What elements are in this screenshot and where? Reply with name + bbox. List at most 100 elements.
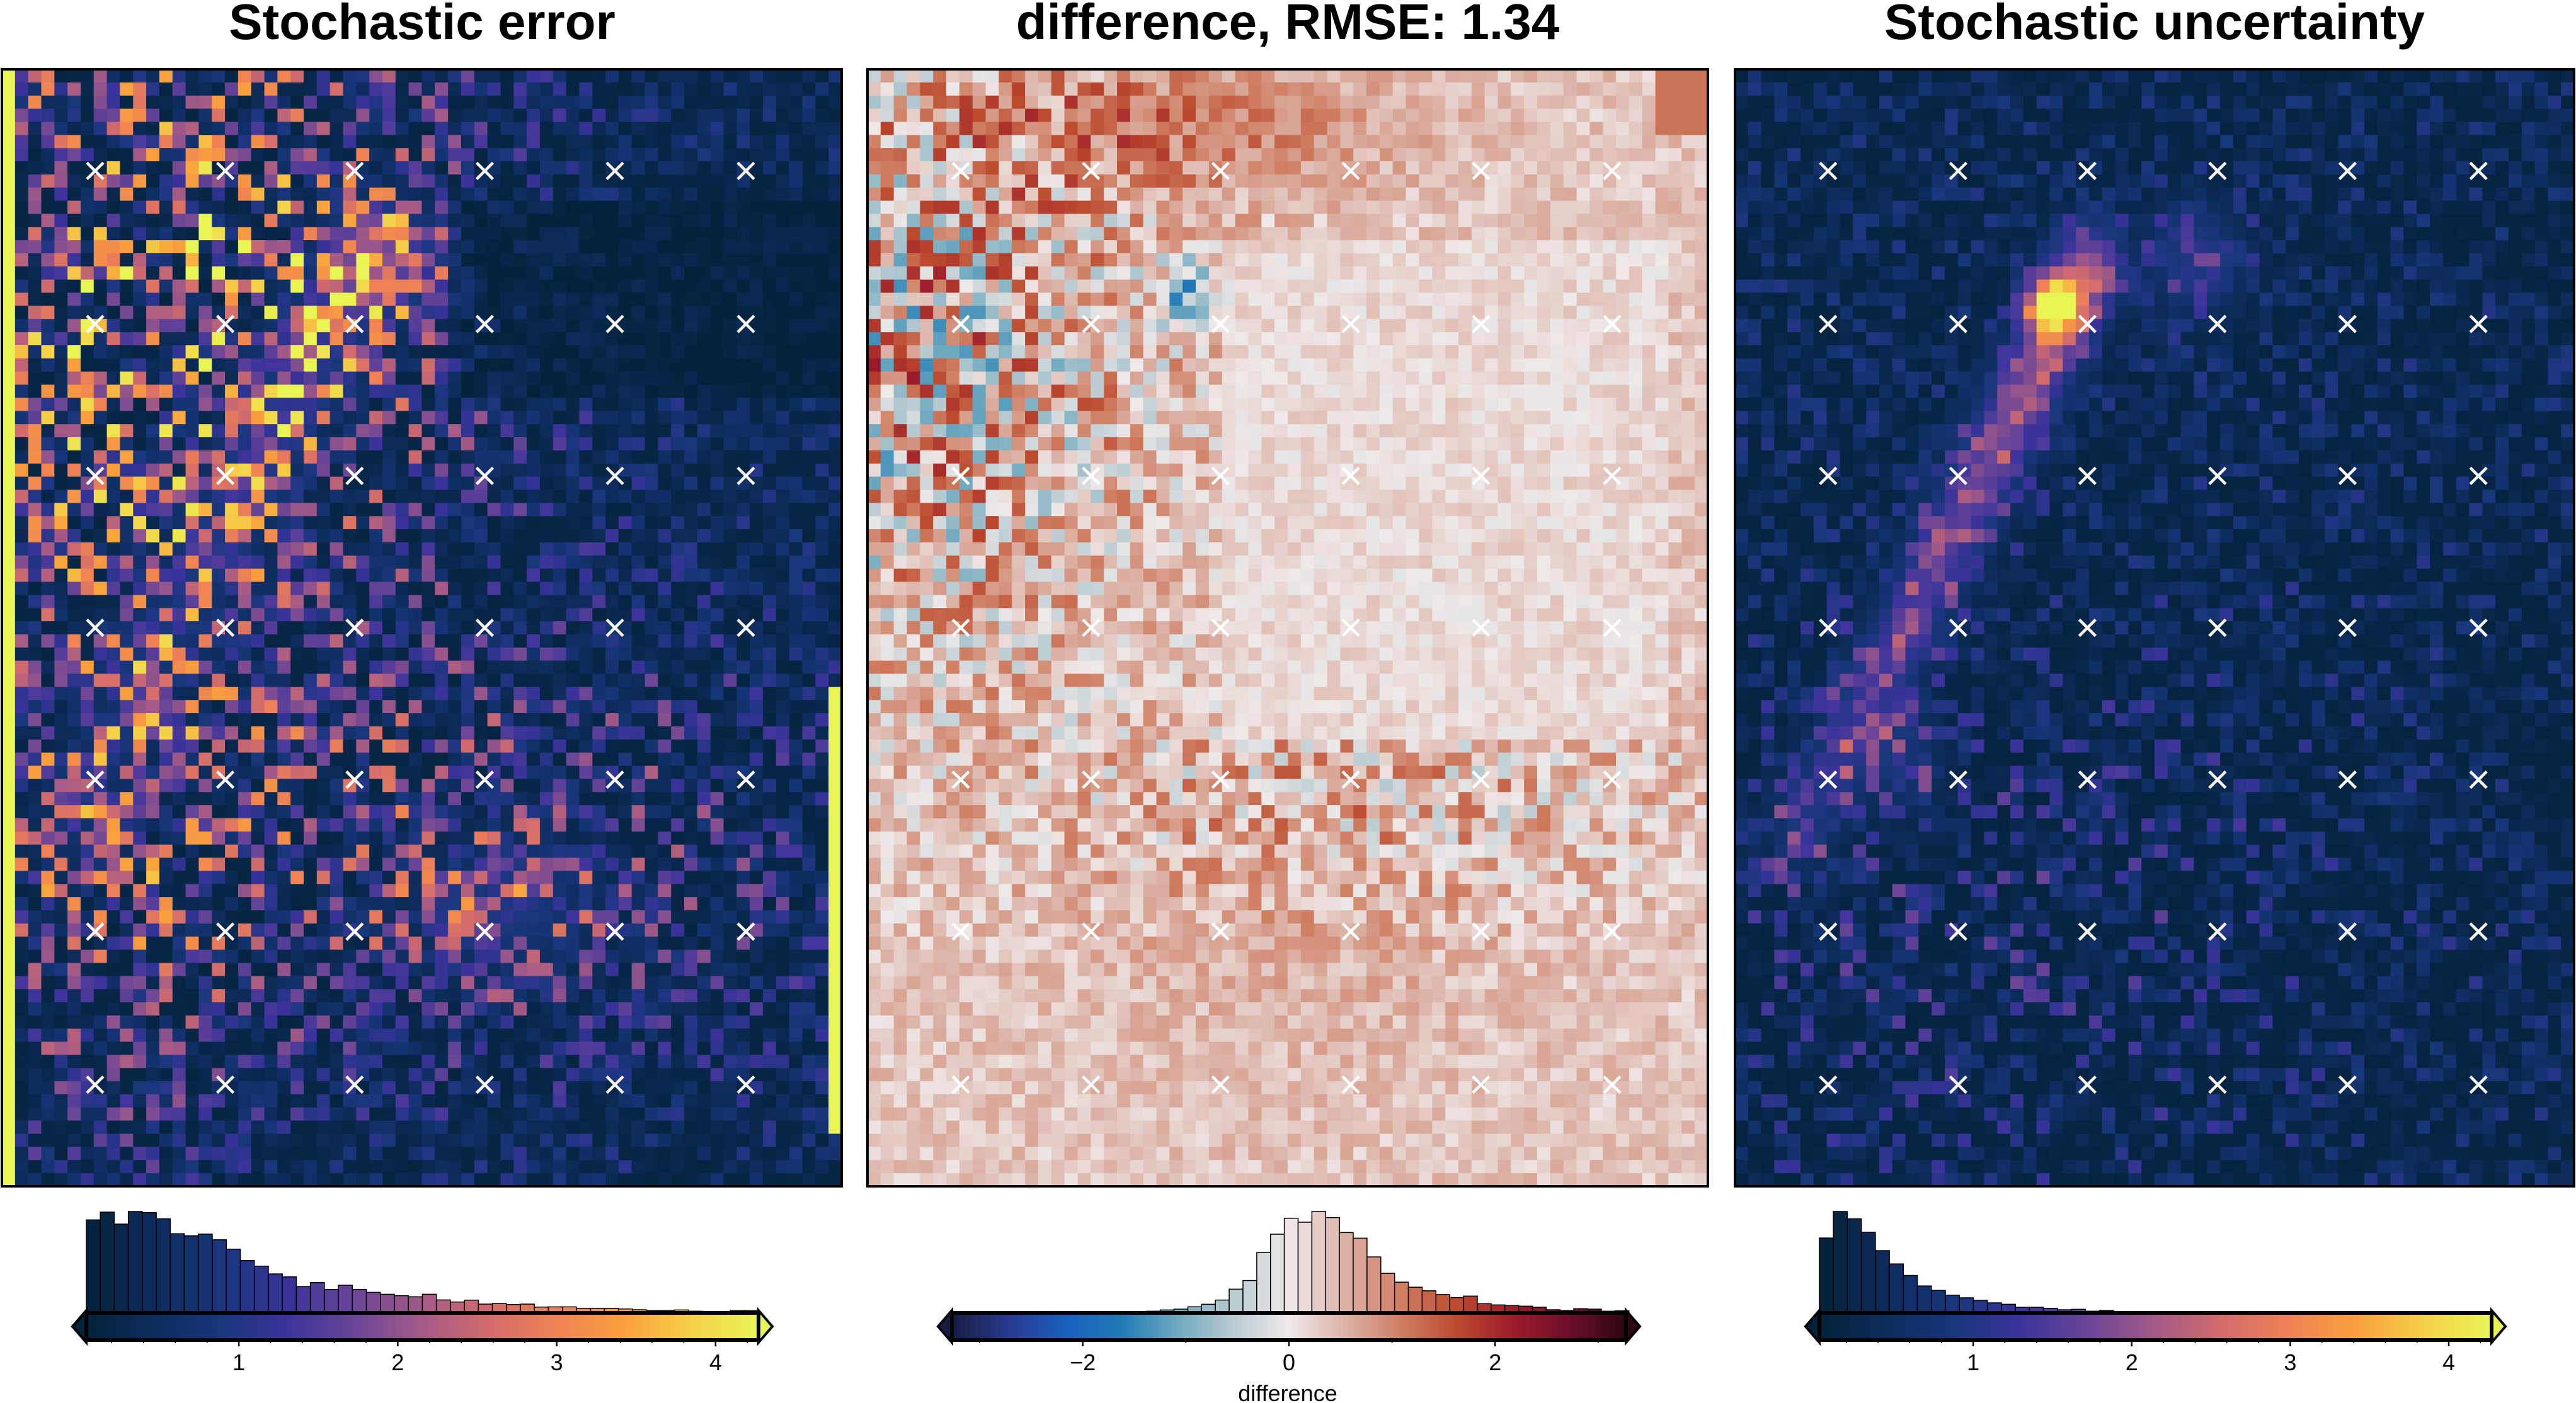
heatmap-cell bbox=[815, 306, 828, 319]
heatmap-cell bbox=[81, 280, 94, 293]
heatmap-cell bbox=[566, 240, 580, 253]
heatmap-cell bbox=[330, 345, 343, 358]
heatmap-cell bbox=[120, 227, 133, 240]
heatmap-cell bbox=[540, 253, 553, 266]
heatmap-cell bbox=[317, 385, 330, 398]
heatmap-cell bbox=[513, 280, 527, 293]
heatmap-cell bbox=[159, 542, 173, 556]
heatmap-cell bbox=[671, 477, 684, 490]
heatmap-cell bbox=[120, 411, 133, 424]
heatmap-cell bbox=[474, 332, 488, 345]
heatmap-cell bbox=[488, 358, 501, 372]
heatmap-cell bbox=[290, 227, 304, 240]
heatmap-cell bbox=[711, 556, 724, 569]
heatmap-cell bbox=[711, 293, 724, 306]
heatmap-cell bbox=[94, 529, 107, 542]
heatmap-cell bbox=[658, 188, 671, 201]
heatmap-cell bbox=[658, 175, 671, 188]
heatmap-cell bbox=[671, 372, 684, 385]
heatmap-cell bbox=[67, 569, 81, 582]
heatmap-cell bbox=[304, 175, 317, 188]
heatmap-cell bbox=[382, 477, 396, 490]
heatmap-cell bbox=[763, 253, 776, 266]
heatmap-cell bbox=[409, 148, 422, 161]
heatmap-cell bbox=[67, 135, 81, 148]
heatmap-cell bbox=[461, 240, 474, 253]
heatmap-cell bbox=[2, 424, 15, 437]
heatmap-cell bbox=[369, 542, 382, 556]
heatmap-cell bbox=[448, 175, 461, 188]
heatmap-cell bbox=[448, 280, 461, 293]
heatmap-cell bbox=[120, 201, 133, 214]
heatmap-cell bbox=[566, 411, 580, 424]
heatmap-cell bbox=[146, 450, 159, 464]
heatmap-cell bbox=[330, 122, 343, 135]
heatmap-cell bbox=[815, 358, 828, 372]
heatmap-cell bbox=[382, 96, 396, 109]
heatmap-cell bbox=[461, 306, 474, 319]
heatmap-cell bbox=[724, 161, 737, 175]
heatmap-cell bbox=[803, 175, 816, 188]
heatmap-cell bbox=[671, 424, 684, 437]
heatmap-cell bbox=[317, 358, 330, 372]
heatmap-cell bbox=[159, 464, 173, 477]
heatmap-cell bbox=[828, 214, 842, 227]
heatmap-cell bbox=[776, 332, 789, 345]
heatmap-cell bbox=[356, 135, 369, 148]
heatmap-cell bbox=[776, 385, 789, 398]
heatmap-cell bbox=[671, 450, 684, 464]
heatmap-cell bbox=[513, 306, 527, 319]
heatmap-cell bbox=[198, 424, 212, 437]
heatmap-cell bbox=[461, 175, 474, 188]
heatmap-cell bbox=[553, 437, 566, 450]
heatmap-cell bbox=[750, 556, 763, 569]
heatmap-cell bbox=[435, 398, 448, 411]
heatmap-cell bbox=[304, 148, 317, 161]
heatmap-cell bbox=[435, 477, 448, 490]
heatmap-cell bbox=[369, 332, 382, 345]
heatmap-cell bbox=[212, 332, 225, 345]
heatmap-cell bbox=[396, 503, 409, 516]
heatmap-cell bbox=[461, 148, 474, 161]
heatmap-cell bbox=[684, 490, 697, 503]
heatmap-cell bbox=[763, 135, 776, 148]
heatmap-cell bbox=[828, 135, 842, 148]
heatmap-cell bbox=[435, 253, 448, 266]
heatmap-cell bbox=[750, 227, 763, 240]
heatmap-cell bbox=[146, 569, 159, 582]
heatmap-cell bbox=[343, 266, 357, 280]
heatmap-cell bbox=[711, 253, 724, 266]
heatmap-cell bbox=[592, 227, 605, 240]
heatmap-cell bbox=[619, 227, 632, 240]
heatmap-cell bbox=[736, 411, 750, 424]
heatmap-cell bbox=[304, 437, 317, 450]
heatmap-cell bbox=[527, 490, 540, 503]
heatmap-cell bbox=[671, 306, 684, 319]
heatmap-cell bbox=[579, 293, 592, 306]
heatmap-cell bbox=[566, 450, 580, 464]
heatmap-cell bbox=[225, 398, 238, 411]
heatmap-cell bbox=[435, 542, 448, 556]
heatmap-cell bbox=[422, 161, 435, 175]
heatmap-cell bbox=[711, 385, 724, 398]
heatmap-cell bbox=[369, 266, 382, 280]
heatmap-cell bbox=[619, 332, 632, 345]
heatmap-cell bbox=[697, 83, 711, 96]
heatmap-cell bbox=[15, 569, 28, 582]
heatmap-cell bbox=[724, 280, 737, 293]
heatmap-cell bbox=[330, 398, 343, 411]
heatmap-cell bbox=[422, 490, 435, 503]
heatmap-cell bbox=[198, 581, 212, 595]
heatmap-cell bbox=[382, 227, 396, 240]
heatmap-cell bbox=[422, 227, 435, 240]
heatmap-cell bbox=[579, 69, 592, 83]
heatmap-cell bbox=[422, 345, 435, 358]
heatmap-cell bbox=[592, 477, 605, 490]
heatmap-cell bbox=[356, 280, 369, 293]
heatmap-cell bbox=[803, 477, 816, 490]
heatmap-cell bbox=[290, 175, 304, 188]
heatmap-cell bbox=[566, 464, 580, 477]
heatmap-cell bbox=[225, 411, 238, 424]
heatmap-cell bbox=[54, 581, 67, 595]
heatmap-cell bbox=[277, 437, 290, 450]
